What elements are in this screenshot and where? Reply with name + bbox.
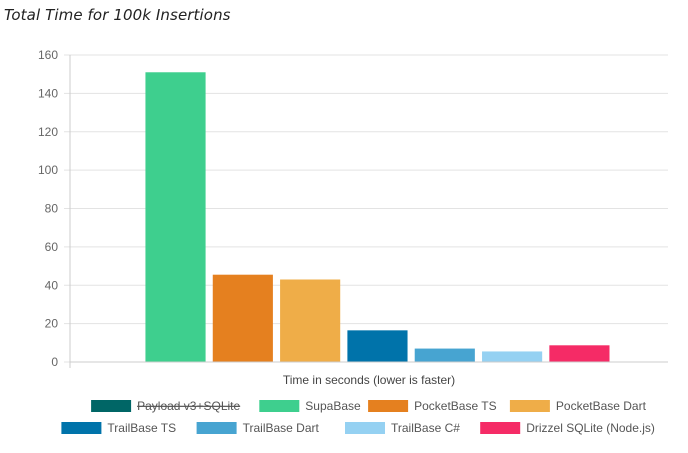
- legend-label: Drizzel SQLite (Node.js): [526, 421, 655, 435]
- legend-swatch: [368, 400, 409, 412]
- legend-item[interactable]: TrailBase TS: [61, 421, 176, 435]
- legend-item[interactable]: TrailBase Dart: [196, 421, 320, 435]
- y-tick-label: 80: [45, 202, 59, 216]
- legend-label: PocketBase TS: [414, 399, 497, 413]
- bar-drizzel-sqlite-node-js-[interactable]: [549, 345, 610, 362]
- legend-item[interactable]: PocketBase Dart: [509, 399, 647, 413]
- legend-item[interactable]: SupaBase: [259, 399, 361, 413]
- legend-label: TrailBase C#: [391, 421, 460, 435]
- y-tick-label: 120: [38, 125, 58, 139]
- y-tick-label: 0: [51, 355, 58, 369]
- legend-swatch: [91, 400, 132, 412]
- legend-label: TrailBase Dart: [243, 421, 320, 435]
- legend-label: SupaBase: [305, 399, 361, 413]
- legend-item[interactable]: PocketBase TS: [368, 399, 497, 413]
- legend-swatch: [509, 400, 550, 412]
- legend-swatch: [61, 422, 102, 434]
- y-tick-label: 60: [45, 240, 59, 254]
- y-tick-label: 140: [38, 86, 58, 100]
- y-tick-label: 20: [45, 317, 59, 331]
- legend-swatch: [480, 422, 521, 434]
- legend-label: Payload v3+SQLite: [137, 399, 240, 413]
- legend-item[interactable]: Payload v3+SQLite: [91, 399, 240, 413]
- legend-swatch: [345, 422, 385, 434]
- bar-pocketbase-ts[interactable]: [212, 274, 273, 362]
- bar-supabase[interactable]: [145, 72, 206, 363]
- bar-trailbase-c-[interactable]: [482, 351, 543, 362]
- legend-item[interactable]: TrailBase C#: [345, 421, 460, 435]
- bar-trailbase-ts[interactable]: [347, 330, 408, 362]
- y-tick-label: 40: [45, 278, 59, 292]
- bar-pocketbase-dart[interactable]: [280, 279, 341, 362]
- bar-trailbase-dart[interactable]: [414, 348, 475, 362]
- chart-title: Total Time for 100k Insertions: [4, 6, 231, 24]
- legend-label: PocketBase Dart: [556, 399, 647, 413]
- x-axis-title: Time in seconds (lower is faster): [283, 373, 455, 387]
- y-tick-label: 160: [38, 48, 58, 62]
- legend-swatch: [196, 422, 237, 434]
- y-tick-label: 100: [38, 163, 58, 177]
- legend-swatch: [259, 400, 300, 412]
- legend-label: TrailBase TS: [107, 421, 176, 435]
- legend-item[interactable]: Drizzel SQLite (Node.js): [480, 421, 655, 435]
